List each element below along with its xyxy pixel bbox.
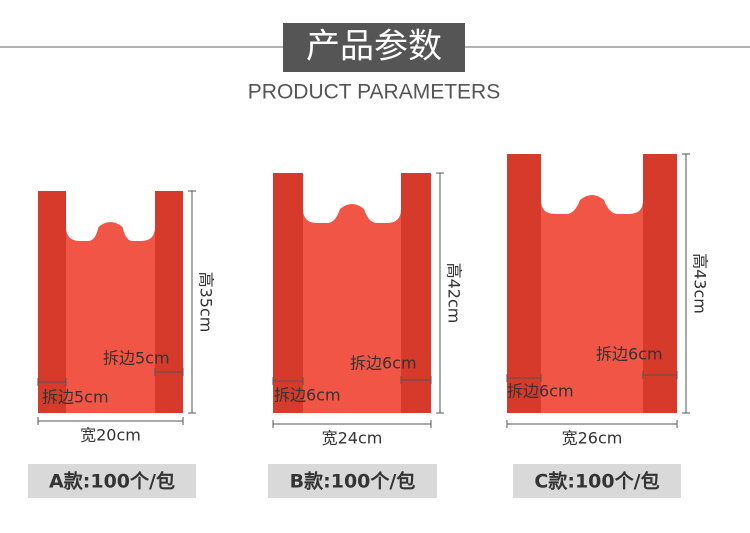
bag-side	[507, 154, 541, 413]
bag-side	[401, 173, 431, 413]
caption-box	[513, 464, 681, 498]
bag-side	[155, 191, 183, 413]
side-label: 拆边5cm	[42, 388, 109, 407]
side-label: 拆边5cm	[103, 349, 170, 368]
bag-side	[38, 191, 66, 413]
caption-box	[268, 464, 437, 498]
caption-box	[28, 464, 196, 498]
width-label: 宽20cm	[80, 426, 141, 445]
side-label: 拆边6cm	[274, 386, 341, 405]
header-title: 产品参数	[306, 27, 442, 67]
side-label: 拆边6cm	[350, 354, 417, 373]
caption: B款:100个/包	[290, 470, 416, 493]
header-box	[283, 23, 465, 72]
height-label: 高35cm	[197, 272, 216, 333]
header-subtitle: PRODUCT PARAMETERS	[248, 81, 500, 104]
side-label: 拆边6cm	[596, 345, 663, 364]
bag-body	[66, 222, 155, 413]
height-label: 高42cm	[445, 263, 464, 324]
height-label: 高43cm	[691, 253, 710, 314]
bag-body	[303, 204, 401, 413]
caption: A款:100个/包	[49, 470, 175, 493]
caption: C款:100个/包	[534, 470, 659, 493]
width-label: 宽26cm	[562, 429, 623, 448]
bag-side	[273, 173, 303, 413]
side-label: 拆边6cm	[507, 382, 574, 401]
bag-body	[541, 195, 643, 413]
width-label: 宽24cm	[322, 429, 383, 448]
bag-side	[643, 154, 677, 413]
